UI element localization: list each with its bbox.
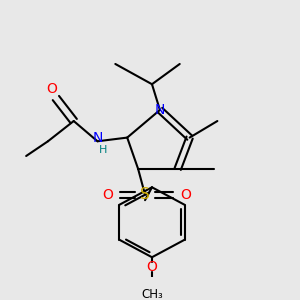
Text: S: S [140,187,150,202]
Text: CH₃: CH₃ [141,289,163,300]
Text: O: O [46,82,57,96]
Text: O: O [146,260,158,274]
Text: O: O [102,188,113,202]
Text: N: N [155,103,165,117]
Text: N: N [92,130,103,145]
Text: H: H [99,146,108,155]
Text: O: O [180,188,191,202]
